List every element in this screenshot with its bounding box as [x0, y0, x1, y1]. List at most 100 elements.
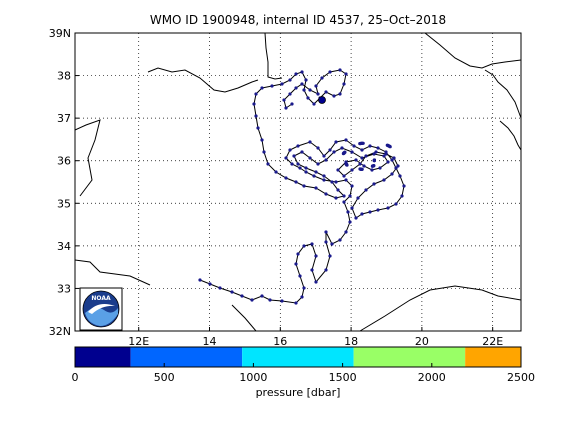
profile-point [314, 186, 318, 190]
map-border [74, 32, 522, 332]
profile-point [400, 194, 404, 198]
profile-point [346, 210, 350, 214]
profile-point [358, 167, 362, 171]
lat-tick-label: 35 [57, 197, 71, 210]
profile-point [338, 238, 342, 242]
map-panel: 39N 38 37 36 35 34 33 32N 12E 14 16 18 20 22E NOAA [49, 27, 522, 348]
profile-point [334, 196, 338, 200]
latest-position-marker [318, 96, 326, 104]
profile-point [290, 102, 294, 106]
profile-point [284, 106, 288, 110]
profile-point [344, 178, 348, 182]
profile-point [394, 202, 398, 206]
profile-point [370, 164, 374, 168]
profile-point [252, 102, 256, 106]
colorbar-tick-label: 2000 [418, 371, 446, 384]
profile-point [396, 164, 400, 168]
profile-point [230, 290, 234, 294]
profile-point [354, 158, 358, 162]
profile-point [254, 114, 258, 118]
profile-point [330, 242, 334, 246]
profile-point [343, 150, 347, 154]
profile-point [362, 164, 366, 168]
profile-point [294, 180, 298, 184]
profile-point [388, 145, 392, 149]
colorbar-band [130, 347, 243, 367]
profile-point [344, 162, 348, 166]
profile-point [392, 156, 396, 160]
profile-point [304, 166, 308, 170]
profile-point [260, 138, 264, 142]
profile-point [332, 150, 336, 154]
profile-point [314, 280, 318, 284]
profile-point [328, 254, 332, 258]
lon-tick-label: 20 [415, 335, 429, 348]
profile-point [250, 298, 254, 302]
colorbar-tick-label: 500 [154, 371, 175, 384]
profile-point [394, 166, 398, 170]
profile-point [268, 298, 272, 302]
coastline-gulf-of-sirte [231, 304, 257, 332]
lat-tick-label: 33 [57, 282, 71, 295]
profile-point [344, 72, 348, 76]
profile-point [296, 252, 300, 256]
profile-point [324, 90, 328, 94]
profile-point [254, 92, 258, 96]
profile-point [282, 98, 286, 102]
profile-point [240, 294, 244, 298]
profile-point [360, 148, 364, 152]
profile-point [338, 92, 342, 96]
colorbar-band [242, 347, 354, 367]
profile-point [320, 76, 324, 80]
lat-tick-label: 32N [49, 325, 71, 338]
profile-point [306, 96, 310, 100]
profile-point [308, 140, 312, 144]
profile-point [344, 230, 348, 234]
profile-point [324, 268, 328, 272]
profile-point [280, 82, 284, 86]
profile-point [314, 254, 318, 258]
profile-point [294, 262, 298, 266]
colorbar-band [75, 347, 131, 367]
profile-point [296, 144, 300, 148]
profile-point [312, 102, 316, 106]
profile-point [290, 162, 294, 166]
profile-point [302, 184, 306, 188]
profile-point [348, 220, 352, 224]
lon-tick-label: 12E [128, 335, 149, 348]
lon-tick-label: 22E [482, 335, 503, 348]
profile-point [280, 299, 284, 303]
profile-point [294, 301, 298, 305]
profile-point [350, 184, 354, 188]
profile-point [390, 172, 394, 176]
profile-point [292, 154, 296, 158]
coastline-calabria [264, 32, 283, 80]
profile-point [198, 278, 202, 282]
profile-point [374, 150, 378, 154]
profile-point [352, 144, 356, 148]
profile-point [294, 72, 298, 76]
profile-point [302, 88, 306, 92]
profile-point [308, 88, 312, 92]
profile-point [302, 244, 306, 248]
profile-point [342, 82, 346, 86]
profile-point [360, 156, 364, 160]
profile-point [350, 168, 354, 172]
profile-point [382, 154, 386, 158]
profile-point [350, 150, 354, 154]
profile-point [364, 188, 368, 192]
profile-point [294, 86, 298, 90]
profile-point [322, 174, 326, 178]
profile-point [376, 208, 380, 212]
profile-point [308, 156, 312, 160]
profile-point [398, 174, 402, 178]
noaa-logo: NOAA [79, 287, 123, 331]
profile-point [356, 196, 360, 200]
colorbar-tick-label: 1000 [239, 371, 267, 384]
profile-point [324, 230, 328, 234]
coastline-greece [424, 32, 522, 69]
profile-point [378, 166, 382, 170]
profile-point [296, 162, 300, 166]
profile-point [342, 194, 346, 198]
